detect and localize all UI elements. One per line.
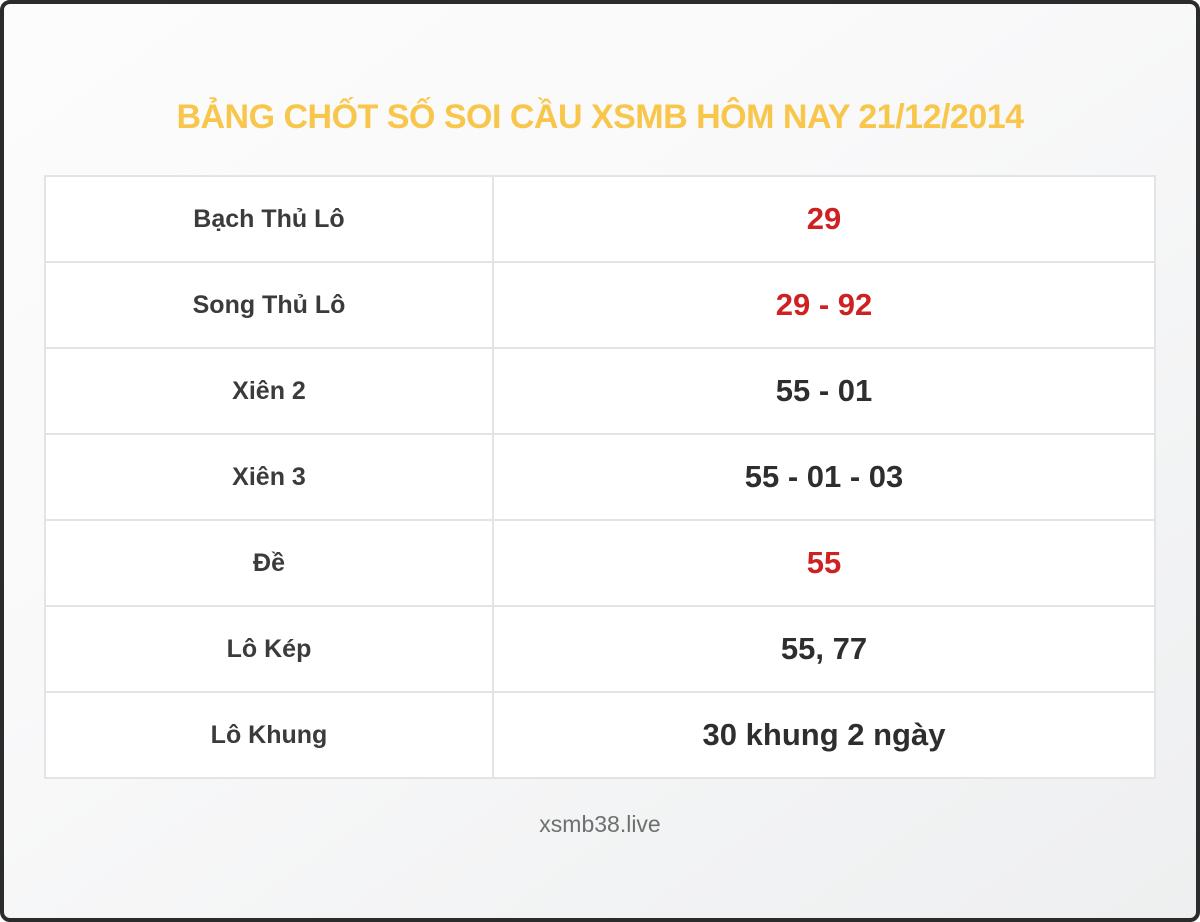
table-row: Đề 55 xyxy=(44,519,1156,607)
page-title: BẢNG CHỐT SỐ SOI CẦU XSMB HÔM NAY 21/12/… xyxy=(176,98,1024,136)
row-label: Xiên 3 xyxy=(44,433,494,521)
row-label: Lô Khung xyxy=(44,691,494,779)
table-row: Lô Kép 55, 77 xyxy=(44,605,1156,693)
row-label: Xiên 2 xyxy=(44,347,494,435)
row-label: Bạch Thủ Lô xyxy=(44,175,494,263)
table-row: Bạch Thủ Lô 29 xyxy=(44,175,1156,263)
table-row: Xiên 3 55 - 01 - 03 xyxy=(44,433,1156,521)
prediction-table: Bạch Thủ Lô 29 Song Thủ Lô 29 - 92 Xiên … xyxy=(44,175,1156,779)
row-value: 29 - 92 xyxy=(492,261,1156,349)
row-label: Đề xyxy=(44,519,494,607)
row-value: 55 xyxy=(492,519,1156,607)
row-value: 29 xyxy=(492,175,1156,263)
site-watermark: xsmb38.live xyxy=(539,811,661,837)
row-value: 55, 77 xyxy=(492,605,1156,693)
row-value: 55 - 01 - 03 xyxy=(492,433,1156,521)
table-row: Song Thủ Lô 29 - 92 xyxy=(44,261,1156,349)
prediction-table-container: Bạch Thủ Lô 29 Song Thủ Lô 29 - 92 Xiên … xyxy=(44,175,1156,779)
row-label: Song Thủ Lô xyxy=(44,261,494,349)
row-value: 55 - 01 xyxy=(492,347,1156,435)
row-value: 30 khung 2 ngày xyxy=(492,691,1156,779)
prediction-table-body: Bạch Thủ Lô 29 Song Thủ Lô 29 - 92 Xiên … xyxy=(44,175,1156,779)
table-row: Lô Khung 30 khung 2 ngày xyxy=(44,691,1156,779)
row-label: Lô Kép xyxy=(44,605,494,693)
table-row: Xiên 2 55 - 01 xyxy=(44,347,1156,435)
